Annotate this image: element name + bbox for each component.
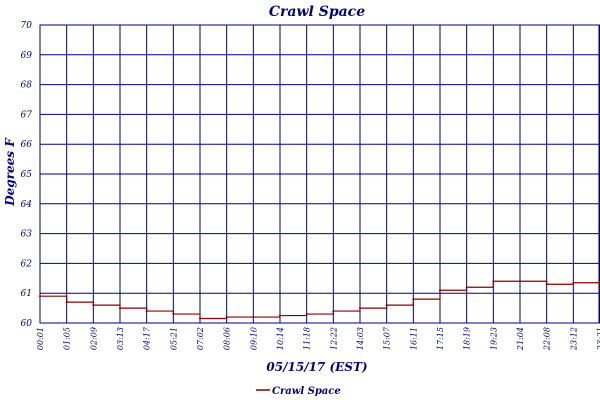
x-tick-label: 02:09 <box>89 327 98 350</box>
data-point <box>119 307 121 310</box>
series-line <box>40 280 600 320</box>
data-point <box>172 313 175 316</box>
y-tick-label: 64 <box>21 200 33 210</box>
data-point <box>412 298 415 301</box>
data-point <box>39 295 41 298</box>
y-tick-label: 60 <box>21 319 33 329</box>
y-tick-label: 69 <box>21 51 33 61</box>
x-axis-label: 05/15/17 (EST) <box>266 360 367 374</box>
y-tick-label: 66 <box>21 140 33 150</box>
x-tick-label: 15:07 <box>383 326 392 350</box>
y-tick-label: 70 <box>21 21 33 31</box>
data-point <box>545 283 548 286</box>
x-tick-label: 16:11 <box>409 327 418 350</box>
legend-label: Crawl Space <box>272 386 341 397</box>
grid <box>39 24 600 324</box>
data-point <box>439 289 441 292</box>
x-tick-label: 12:22 <box>329 327 338 350</box>
x-tick-label: 11:18 <box>303 327 312 350</box>
y-tick-label: 65 <box>21 170 33 180</box>
x-tick-label: 18:19 <box>463 327 472 350</box>
x-tick-label: 17:15 <box>436 327 445 350</box>
data-point <box>145 310 148 313</box>
y-tick-label: 61 <box>21 289 32 299</box>
data-point <box>252 316 255 319</box>
data-point <box>519 280 521 283</box>
data-point <box>572 281 575 284</box>
y-axis-label: Degrees F <box>3 137 17 207</box>
y-tick-label: 68 <box>21 81 33 91</box>
x-tick-label: 04:17 <box>143 326 152 350</box>
x-tick-label: 07:02 <box>196 327 205 350</box>
data-point <box>199 317 201 320</box>
x-tick-label: 22:08 <box>543 327 552 351</box>
x-tick-label: 14:03 <box>356 327 365 350</box>
y-tick-label: 63 <box>21 230 33 240</box>
data-point <box>385 304 388 307</box>
data-point <box>225 316 228 319</box>
data-point <box>332 310 335 313</box>
x-tick-label: 01:05 <box>63 327 72 350</box>
x-tick-labels: 00:01 01:05 02:09 03:13 04:17 05:21 07:02 08:06… <box>36 326 600 351</box>
chart-title: Crawl Space <box>269 4 365 20</box>
legend: Crawl Space <box>256 386 341 397</box>
data-point <box>465 286 468 289</box>
data-point <box>65 301 68 304</box>
data-point <box>305 313 308 316</box>
data-point <box>359 307 361 310</box>
y-tick-label: 67 <box>21 110 33 120</box>
x-tick-label: 19:23 <box>489 327 498 350</box>
x-tick-label: 21:04 <box>516 327 525 351</box>
data-point <box>492 280 495 283</box>
y-tick-label: 62 <box>21 259 33 269</box>
data-point <box>92 304 95 307</box>
y-tick-labels: 60 61 62 63 64 65 66 67 68 69 70 <box>21 21 33 329</box>
series-layer <box>39 280 600 320</box>
x-tick-label: 03:13 <box>116 327 125 350</box>
x-tick-label: 00:01 <box>36 327 45 350</box>
x-tick-label: 23:12 <box>569 327 578 351</box>
x-tick-label: 05:21 <box>169 327 178 350</box>
x-tick-label: 09:10 <box>249 327 258 350</box>
x-tick-label: 23:21 <box>596 327 600 351</box>
x-tick-label: 10:14 <box>276 327 285 350</box>
x-tick-label: 08:06 <box>223 327 232 350</box>
data-point <box>279 314 281 317</box>
